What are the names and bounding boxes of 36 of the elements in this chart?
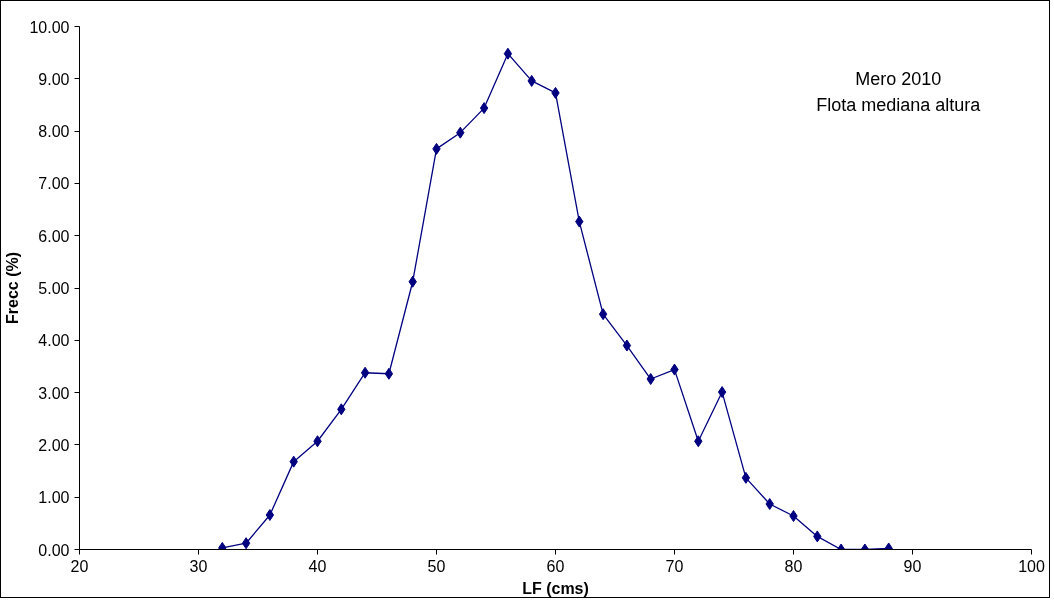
y-tick-label: 8.00 (38, 123, 70, 141)
point (479, 102, 489, 115)
point (265, 508, 275, 521)
x-tick-label: 60 (546, 557, 565, 575)
point (741, 471, 751, 484)
x-tick-label: 90 (903, 557, 922, 575)
y-tick-label: 0.00 (38, 541, 70, 559)
y-tick-label: 3.00 (38, 384, 70, 402)
y-tick-label: 2.00 (38, 436, 70, 454)
point (384, 367, 394, 380)
point (360, 366, 370, 379)
y-tick-label: 10.00 (29, 18, 70, 36)
y-tick-label: 1.00 (38, 489, 70, 507)
point (241, 537, 251, 550)
point (622, 339, 632, 352)
y-tick-label: 4.00 (38, 332, 70, 350)
y-axis-title: Frecc (%) (4, 251, 22, 325)
x-tick-label: 40 (308, 557, 327, 575)
x-axis-title: LF (cms) (522, 579, 589, 597)
point (717, 386, 727, 399)
annotation: Mero 2010 (855, 69, 942, 90)
point (503, 47, 513, 60)
y-tick-label: 6.00 (38, 227, 70, 245)
x-tick-label: 50 (427, 557, 446, 575)
annotation: Flota mediana altura (816, 95, 982, 116)
point (646, 373, 655, 385)
y-tick-label: 7.00 (38, 175, 70, 193)
x-tick-label: 80 (784, 557, 803, 575)
point (765, 498, 774, 510)
x-tick-label: 30 (189, 557, 208, 575)
x-tick-label: 100 (1018, 557, 1045, 575)
y-tick-label: 9.00 (38, 70, 70, 88)
point (598, 308, 608, 321)
y-tick-label: 5.00 (38, 280, 70, 297)
x-tick-label: 70 (665, 557, 684, 575)
x-tick-label: 20 (70, 557, 89, 575)
